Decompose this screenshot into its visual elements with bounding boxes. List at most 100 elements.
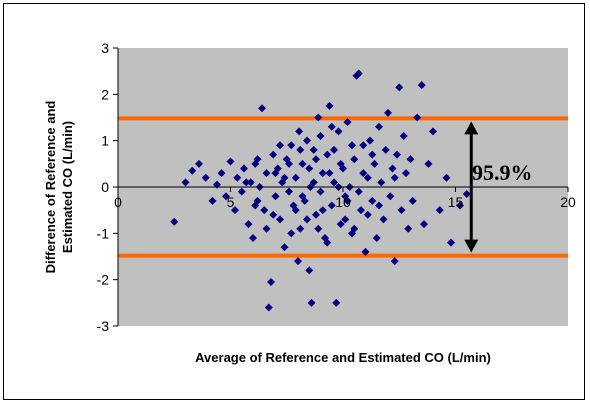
data-point: [305, 266, 314, 275]
data-point: [296, 224, 305, 233]
data-point: [217, 169, 226, 178]
y-axis-title-line-1: Difference of Reference and: [43, 101, 58, 274]
data-point: [309, 178, 318, 187]
data-point: [429, 127, 437, 136]
data-point: [343, 118, 352, 127]
data-point: [318, 206, 327, 215]
limit-lines: [118, 116, 568, 258]
data-point: [402, 169, 410, 178]
data-point: [318, 169, 327, 178]
data-point: [417, 81, 426, 90]
data-point: [336, 159, 345, 168]
y-tick-label: 1: [101, 133, 109, 149]
data-point: [195, 159, 203, 168]
data-point: [357, 206, 365, 215]
data-point: [249, 233, 257, 242]
data-point: [370, 159, 379, 168]
data-point: [381, 145, 390, 154]
data-point: [386, 192, 395, 201]
data-point: [285, 187, 293, 196]
data-point: [295, 127, 304, 136]
data-point: [462, 189, 471, 198]
data-point: [276, 141, 284, 150]
data-point: [269, 150, 278, 159]
data-point: [188, 166, 197, 175]
data-point: [330, 178, 338, 187]
y-tick-label: 2: [101, 86, 109, 102]
data-point: [332, 298, 341, 307]
data-point: [312, 155, 320, 164]
data-point: [276, 215, 284, 224]
data-point: [327, 122, 336, 131]
data-point: [372, 233, 381, 242]
y-tick-label: -1: [97, 225, 110, 241]
data-point: [323, 150, 332, 159]
data-point: [442, 173, 451, 182]
data-point: [242, 178, 251, 187]
data-point: [208, 196, 217, 205]
data-point: [404, 224, 413, 233]
data-point: [408, 196, 417, 205]
data-point: [246, 178, 255, 187]
data-point: [375, 122, 383, 131]
data-point: [305, 164, 314, 173]
data-point: [336, 220, 345, 229]
data-point: [325, 169, 334, 178]
data-point: [359, 141, 368, 150]
data-point: [296, 145, 305, 154]
x-tick-labels: 0 5 10 15 20: [114, 187, 576, 210]
data-point: [377, 178, 386, 187]
data-point: [354, 69, 363, 78]
x-tick-label: 10: [335, 194, 351, 210]
data-point: [298, 192, 307, 201]
data-point: [420, 220, 428, 229]
arrow-head-up: [464, 121, 479, 135]
data-point: [424, 159, 433, 168]
data-point: [280, 173, 289, 182]
data-point: [314, 113, 323, 122]
y-axis-title-line-2: Estimated CO (L/min): [60, 121, 75, 253]
data-point: [280, 243, 289, 252]
data-point: [291, 173, 300, 182]
data-point: [375, 201, 383, 210]
data-point: [368, 196, 377, 205]
data-point: [316, 187, 325, 196]
data-point: [359, 169, 368, 178]
data-point: [298, 159, 307, 168]
data-point: [316, 132, 325, 141]
x-tick-label: 15: [448, 194, 464, 210]
x-tick-label: 0: [114, 194, 122, 210]
data-point: [325, 101, 334, 110]
y-tick-label: -2: [97, 272, 110, 288]
data-point: [258, 104, 266, 113]
data-point: [384, 108, 392, 117]
data-point: [303, 136, 311, 145]
percentage-annotation: 95.9%: [472, 160, 533, 185]
data-point: [226, 157, 235, 166]
data-point: [341, 215, 350, 224]
data-point: [348, 141, 356, 150]
data-point: [294, 257, 302, 266]
data-point: [456, 201, 464, 210]
data-points: [170, 69, 471, 312]
data-point: [399, 132, 408, 141]
data-point: [170, 217, 179, 226]
y-tick-labels: -3 -2 -1 0 1 2 3: [97, 40, 118, 334]
data-point: [271, 192, 280, 201]
data-point: [330, 145, 338, 154]
arrow-head-down: [464, 239, 479, 253]
data-point: [312, 210, 320, 219]
data-point: [269, 210, 278, 219]
data-point: [435, 206, 444, 215]
data-point: [262, 169, 271, 178]
y-tick-label: -3: [97, 318, 110, 334]
data-point: [390, 173, 399, 182]
data-point: [291, 206, 300, 215]
data-point: [287, 229, 296, 238]
data-point: [233, 173, 242, 182]
x-tick-label: 20: [560, 194, 576, 210]
data-point: [334, 127, 343, 136]
data-point: [388, 164, 397, 173]
data-point: [363, 173, 372, 182]
data-point: [309, 145, 318, 154]
